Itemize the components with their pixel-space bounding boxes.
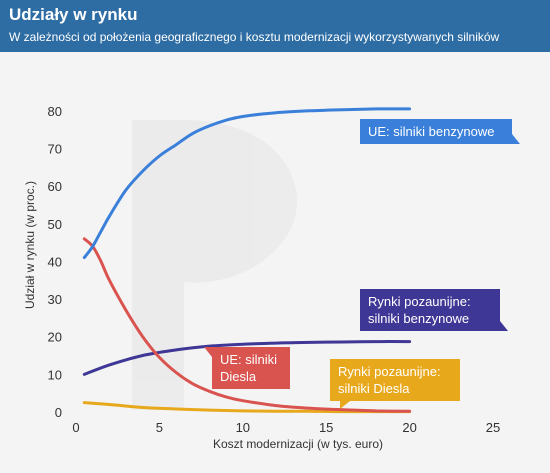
callout-background: [360, 119, 512, 144]
y-tick-label: 50: [48, 217, 62, 232]
chart-header: Udziały w rynku W zależności od położeni…: [0, 0, 550, 52]
y-tick-label: 70: [48, 141, 62, 156]
y-tick-label: 60: [48, 179, 62, 194]
callout-text: UE: silniki: [220, 352, 277, 367]
callout-background: [212, 347, 290, 389]
callout-pointer: [340, 401, 350, 409]
series-lines: [82, 107, 412, 414]
callout-text: Diesla: [220, 369, 257, 384]
y-tick-label: 0: [55, 405, 62, 420]
series-callout: UE: silniki Diesla: [204, 347, 290, 389]
series-line: [82, 340, 412, 376]
callout-background: [330, 359, 460, 401]
x-tick-label: 0: [72, 420, 79, 435]
y-tick-label: 80: [48, 104, 62, 119]
watermark-logo: [132, 120, 298, 410]
series-callout: Rynki pozaunijne: silniki benzynowe: [360, 289, 508, 331]
series-callout: UE: silniki benzynowe: [360, 119, 520, 144]
callout-text: UE: silniki benzynowe: [368, 124, 494, 139]
y-tick-label: 30: [48, 292, 62, 307]
y-axis-label: Udział w rynku (w proc.): [23, 181, 37, 309]
y-tick-label: 20: [48, 330, 62, 345]
callout-text: Rynki pozaunijne:: [338, 364, 441, 379]
callout-pointer: [500, 321, 508, 331]
callout-pointer: [512, 134, 520, 144]
series-line: [82, 107, 412, 260]
x-tick-label: 25: [486, 420, 500, 435]
series-labels: UE: silniki benzynowe Rynki pozaunijne: si…: [204, 119, 520, 409]
x-tick-label: 20: [402, 420, 416, 435]
callout-text: silniki Diesla: [338, 381, 410, 396]
x-tick-label: 5: [156, 420, 163, 435]
series-line: [82, 401, 412, 414]
x-tick-label: 15: [319, 420, 333, 435]
callout-background: [360, 289, 500, 331]
callout-text: Rynki pozaunijne:: [368, 294, 471, 309]
chart-subtitle: W zależności od położenia geograficznego…: [9, 30, 500, 44]
series-callout: Rynki pozaunijne: silniki Diesla: [330, 359, 460, 409]
y-tick-label: 10: [48, 367, 62, 382]
callout-pointer: [204, 347, 212, 357]
x-tick-label: 10: [236, 420, 250, 435]
x-axis-label: Koszt modernizacji (w tys. euro): [213, 437, 383, 451]
y-tick-label: 40: [48, 254, 62, 269]
series-line: [82, 237, 412, 413]
axes-group: 0 10 20 30 40 50 60 70 80 0 5 10 15 20 25: [48, 104, 501, 435]
callout-text: silniki benzynowe: [368, 311, 469, 326]
chart-title: Udziały w rynku: [9, 5, 138, 24]
